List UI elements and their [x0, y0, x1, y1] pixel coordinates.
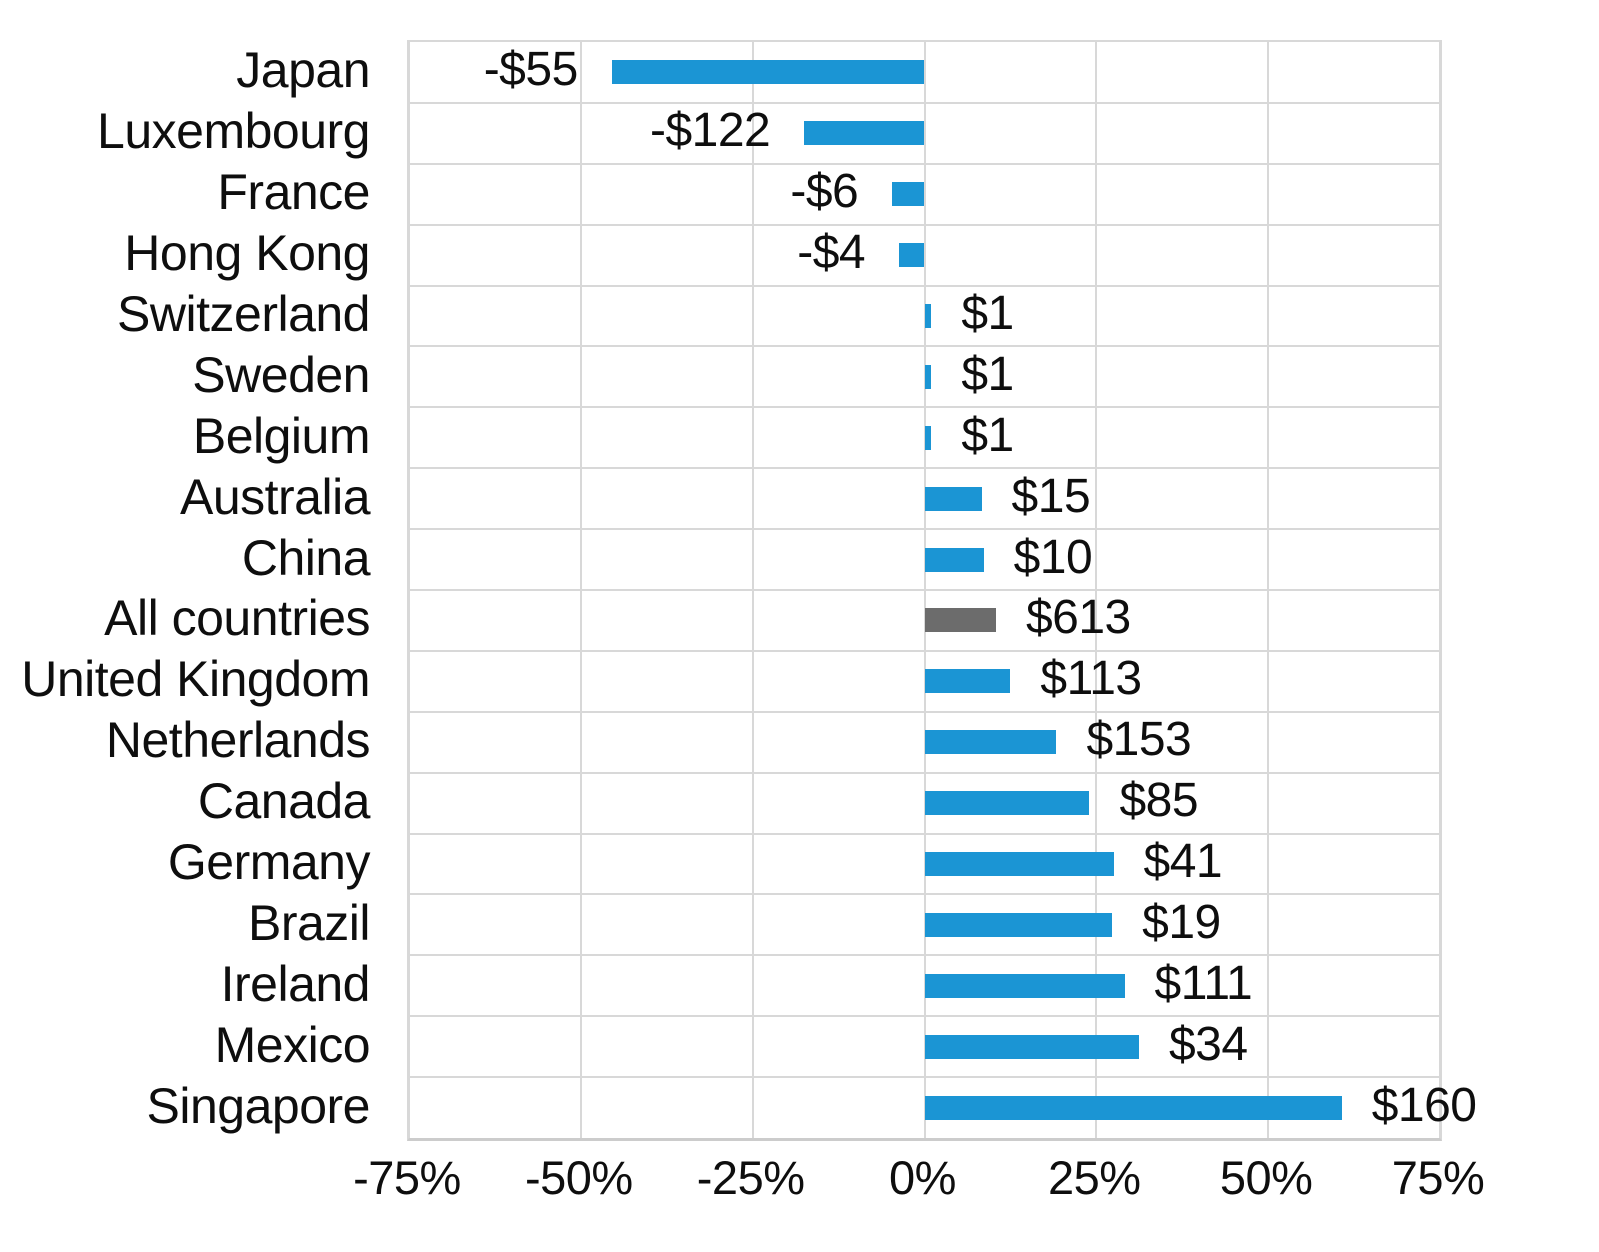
bar-mexico — [924, 1034, 1139, 1059]
horizontal-gridline — [409, 893, 1440, 896]
bar-france — [892, 182, 925, 207]
bar-value-label: $113 — [1040, 652, 1142, 706]
category-label-hong-kong: Hong Kong — [124, 225, 370, 282]
horizontal-gridline — [409, 649, 1440, 652]
x-tick-label: -50% — [524, 1151, 633, 1204]
bar-china — [924, 547, 984, 572]
bar-united-kingdom — [924, 669, 1011, 694]
horizontal-gridline — [409, 162, 1440, 165]
category-label-brazil: Brazil — [247, 894, 371, 951]
x-tick-label: 75% — [1391, 1151, 1485, 1204]
category-label-belgium: Belgium — [192, 407, 371, 464]
category-label-luxembourg: Luxembourg — [97, 103, 370, 160]
bar-ireland — [924, 973, 1125, 998]
category-label-netherlands: Netherlands — [105, 712, 371, 769]
plot-area — [407, 40, 1442, 1141]
category-label-japan: Japan — [236, 42, 370, 99]
bar-value-label: -$55 — [483, 43, 579, 97]
bar-value-label: $85 — [1119, 774, 1199, 828]
category-label-switzerland: Switzerland — [117, 286, 370, 342]
bar-switzerland — [924, 304, 932, 328]
bar-brazil — [924, 912, 1113, 937]
horizontal-gridline — [409, 1076, 1440, 1079]
vertical-gridline — [1439, 42, 1441, 1138]
bar-value-label: $15 — [1011, 469, 1091, 523]
horizontal-gridline — [409, 467, 1440, 470]
bar-sweden — [924, 364, 932, 389]
bar-value-label: $34 — [1168, 1017, 1248, 1071]
bar-value-label: -$4 — [797, 226, 866, 280]
bar-value-label: $1 — [961, 347, 1014, 401]
bar-belgium — [924, 425, 932, 450]
x-tick-label: -75% — [353, 1151, 461, 1204]
horizontal-gridline — [409, 832, 1440, 835]
bar-value-label: $160 — [1371, 1078, 1477, 1132]
horizontal-gridline — [409, 771, 1440, 774]
bar-netherlands — [924, 730, 1057, 755]
category-label-australia: Australia — [179, 468, 371, 525]
category-label-germany: Germany — [167, 834, 371, 890]
bar-germany — [924, 852, 1114, 876]
bar-value-label: $613 — [1025, 591, 1131, 645]
bar-singapore — [924, 1095, 1342, 1120]
horizontal-gridline — [409, 223, 1440, 226]
bar-value-label: -$122 — [649, 104, 771, 158]
horizontal-gridline — [409, 528, 1440, 531]
x-tick-label: -25% — [696, 1151, 805, 1204]
category-label-canada: Canada — [197, 773, 371, 830]
category-label-mexico: Mexico — [214, 1016, 371, 1073]
category-label-france: France — [217, 164, 370, 221]
bar-all-countries — [924, 608, 996, 633]
horizontal-gridline — [409, 589, 1440, 591]
x-tick-label: 50% — [1219, 1151, 1313, 1204]
bar-luxembourg — [804, 121, 925, 146]
category-label-united-kingdom: United Kingdom — [21, 651, 370, 708]
bar-value-label: $10 — [1013, 530, 1093, 584]
horizontal-gridline — [409, 954, 1440, 957]
bar-value-label: $1 — [961, 287, 1014, 340]
bar-value-label: $1 — [961, 408, 1014, 462]
bar-hong-kong — [899, 243, 925, 268]
bar-canada — [924, 791, 1090, 816]
category-label-singapore: Singapore — [146, 1077, 371, 1134]
horizontal-gridline — [409, 710, 1440, 713]
bar-australia — [924, 486, 982, 511]
bar-japan — [611, 60, 925, 85]
category-label-sweden: Sweden — [192, 346, 370, 403]
x-tick-label: 25% — [1048, 1151, 1141, 1204]
horizontal-gridline — [409, 284, 1440, 287]
bar-value-label: $41 — [1143, 835, 1223, 888]
horizontal-gridline — [409, 406, 1440, 409]
bar-value-label: $111 — [1154, 956, 1253, 1010]
category-label-all-countries: All countries — [104, 590, 370, 647]
x-tick-label: 0% — [889, 1151, 956, 1204]
category-label-china: China — [241, 529, 371, 586]
horizontal-gridline — [409, 1015, 1440, 1018]
category-label-ireland: Ireland — [220, 955, 371, 1012]
bar-value-label: $19 — [1142, 895, 1221, 949]
bar-value-label: -$6 — [790, 165, 859, 219]
bar-value-label: $153 — [1086, 713, 1192, 767]
horizontal-gridline — [409, 101, 1440, 104]
horizontal-gridline — [409, 345, 1440, 348]
